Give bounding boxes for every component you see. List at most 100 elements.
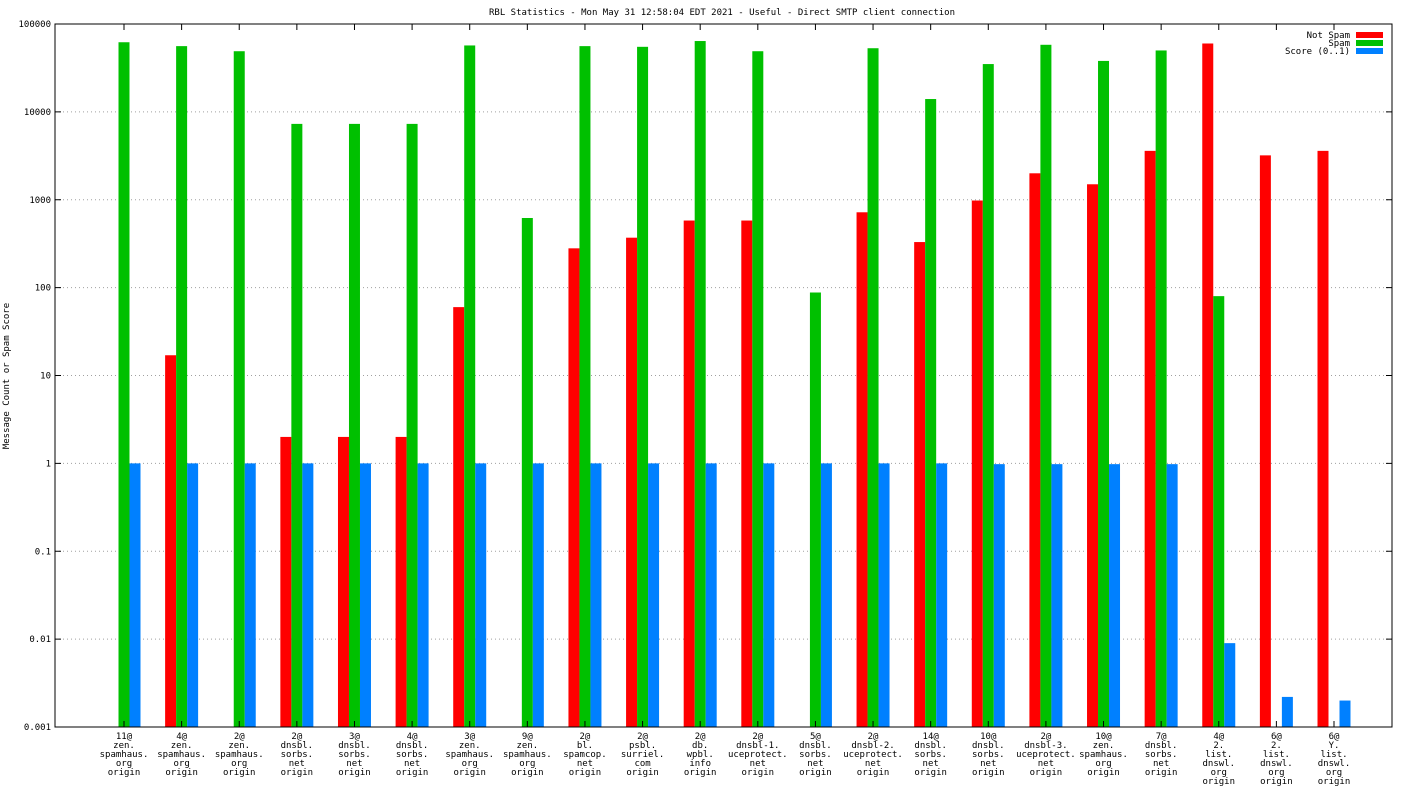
bar-not-spam — [856, 212, 868, 727]
bar-spam — [521, 217, 533, 727]
x-category-label: 7@ dnsbl. sorbs. net origin — [1145, 732, 1178, 778]
bar-not-spam — [1087, 184, 1099, 727]
chart-title: RBL Statistics - Mon May 31 12:58:04 EDT… — [489, 8, 955, 18]
x-category-label: 2@ bl. spamcop. net origin — [563, 732, 606, 778]
bar-spam — [291, 123, 303, 728]
bar-spam — [809, 292, 821, 727]
x-category-label: 6@ Y. list. dnswl. org origin — [1318, 732, 1351, 787]
bar-spam — [176, 46, 188, 727]
bar-not-spam — [1144, 150, 1156, 727]
bar-spam — [694, 41, 706, 728]
x-category-label: 4@ 2. list. dnswl. org origin — [1203, 732, 1236, 787]
bar-score-0-1 — [1166, 464, 1178, 727]
bar-score-0-1 — [1051, 464, 1063, 727]
bar-score-0-1 — [417, 463, 429, 727]
legend-label: Score (0..1) — [1285, 47, 1350, 57]
bar-spam — [464, 45, 476, 727]
bar-not-spam — [568, 248, 580, 727]
bar-score-0-1 — [187, 463, 199, 727]
x-category-label: 2@ dnsbl. sorbs. net origin — [281, 732, 314, 778]
bar-score-0-1 — [648, 463, 660, 727]
bar-not-spam — [1317, 150, 1329, 727]
bar-not-spam — [1259, 155, 1271, 728]
bar-spam — [867, 48, 879, 728]
y-tick-label: 100000 — [18, 20, 51, 30]
bar-score-0-1 — [302, 463, 314, 727]
bar-spam — [925, 99, 937, 727]
x-category-label: 11@ zen. spamhaus. org origin — [100, 732, 149, 778]
x-category-label: 10@ zen. spamhaus. org origin — [1079, 732, 1128, 778]
bar-score-0-1 — [820, 463, 832, 727]
bar-score-0-1 — [1109, 464, 1121, 727]
bar-spam — [118, 42, 130, 727]
bar-spam — [1040, 44, 1052, 728]
bar-spam — [982, 64, 994, 728]
x-category-label: 3@ dnsbl. sorbs. net origin — [338, 732, 371, 778]
legend-swatch — [1356, 32, 1383, 38]
x-category-label: 10@ dnsbl. sorbs. net origin — [972, 732, 1005, 778]
bar-not-spam — [741, 220, 753, 728]
bar-not-spam — [337, 436, 349, 727]
legend-swatch — [1356, 48, 1383, 54]
bar-not-spam — [453, 307, 465, 727]
bar-not-spam — [165, 355, 177, 727]
x-category-label: 2@ db. wpbl. info origin — [684, 732, 717, 778]
bar-score-0-1 — [475, 463, 487, 727]
y-tick-label: 0.001 — [24, 723, 51, 733]
bar-score-0-1 — [359, 463, 371, 727]
bar-score-0-1 — [1339, 700, 1351, 727]
bar-score-0-1 — [705, 463, 717, 727]
y-tick-label: 0.01 — [29, 635, 51, 645]
x-category-label: 2@ dnsbl-1. uceprotect. net origin — [728, 732, 788, 778]
x-category-label: 6@ 2. list. dnswl. org origin — [1260, 732, 1293, 787]
bar-not-spam — [280, 436, 292, 727]
y-axis-label: Message Count or Spam Score — [2, 303, 12, 449]
bar-not-spam — [626, 237, 638, 727]
x-category-label: 14@ dnsbl. sorbs. net origin — [914, 732, 947, 778]
y-tick-label: 0.1 — [35, 547, 51, 557]
bar-not-spam — [1202, 43, 1214, 728]
bar-spam — [233, 51, 245, 728]
bars-group — [118, 41, 1351, 728]
x-category-label: 9@ zen. spamhaus. org origin — [503, 732, 552, 778]
y-tick-label: 1 — [46, 459, 51, 469]
x-category-label: 2@ dnsbl-2. uceprotect. net origin — [843, 732, 903, 778]
y-tick-label: 10 — [40, 372, 51, 382]
x-category-label: 2@ zen. spamhaus. org origin — [215, 732, 264, 778]
legend-swatch — [1356, 40, 1383, 46]
bar-spam — [752, 51, 764, 728]
grid-lines — [55, 111, 1392, 640]
bar-score-0-1 — [244, 463, 256, 727]
bar-score-0-1 — [532, 463, 544, 727]
bar-score-0-1 — [129, 463, 141, 727]
y-tick-label: 1000 — [29, 196, 51, 206]
bar-not-spam — [683, 220, 695, 728]
x-category-label: 4@ dnsbl. sorbs. net origin — [396, 732, 429, 778]
bar-score-0-1 — [993, 464, 1005, 727]
bar-spam — [637, 46, 649, 728]
bar-spam — [1213, 296, 1225, 727]
y-axis: 0.001 0.01 0.1 1 10 100 1000 10000 100000 — [18, 20, 1392, 733]
y-tick-label: 10000 — [24, 108, 51, 118]
x-category-label: 4@ zen. spamhaus. org origin — [157, 732, 206, 778]
bar-not-spam — [971, 200, 983, 728]
bar-score-0-1 — [936, 463, 948, 727]
bar-score-0-1 — [878, 463, 890, 727]
x-category-label: 2@ psbl. surriel. com origin — [621, 732, 664, 778]
bar-score-0-1 — [763, 463, 775, 727]
bar-not-spam — [914, 242, 926, 727]
bar-not-spam — [395, 436, 407, 727]
bar-spam — [1155, 50, 1167, 728]
bar-score-0-1 — [1281, 696, 1293, 727]
bar-score-0-1 — [590, 463, 602, 727]
y-tick-label: 100 — [35, 284, 51, 294]
bar-spam — [1098, 60, 1110, 728]
bar-not-spam — [1029, 173, 1041, 727]
legend-label: Not Spam — [1307, 31, 1350, 41]
bar-spam — [406, 123, 418, 728]
x-category-label: 5@ dnsbl. sorbs. net origin — [799, 732, 832, 778]
bar-spam — [348, 123, 360, 728]
